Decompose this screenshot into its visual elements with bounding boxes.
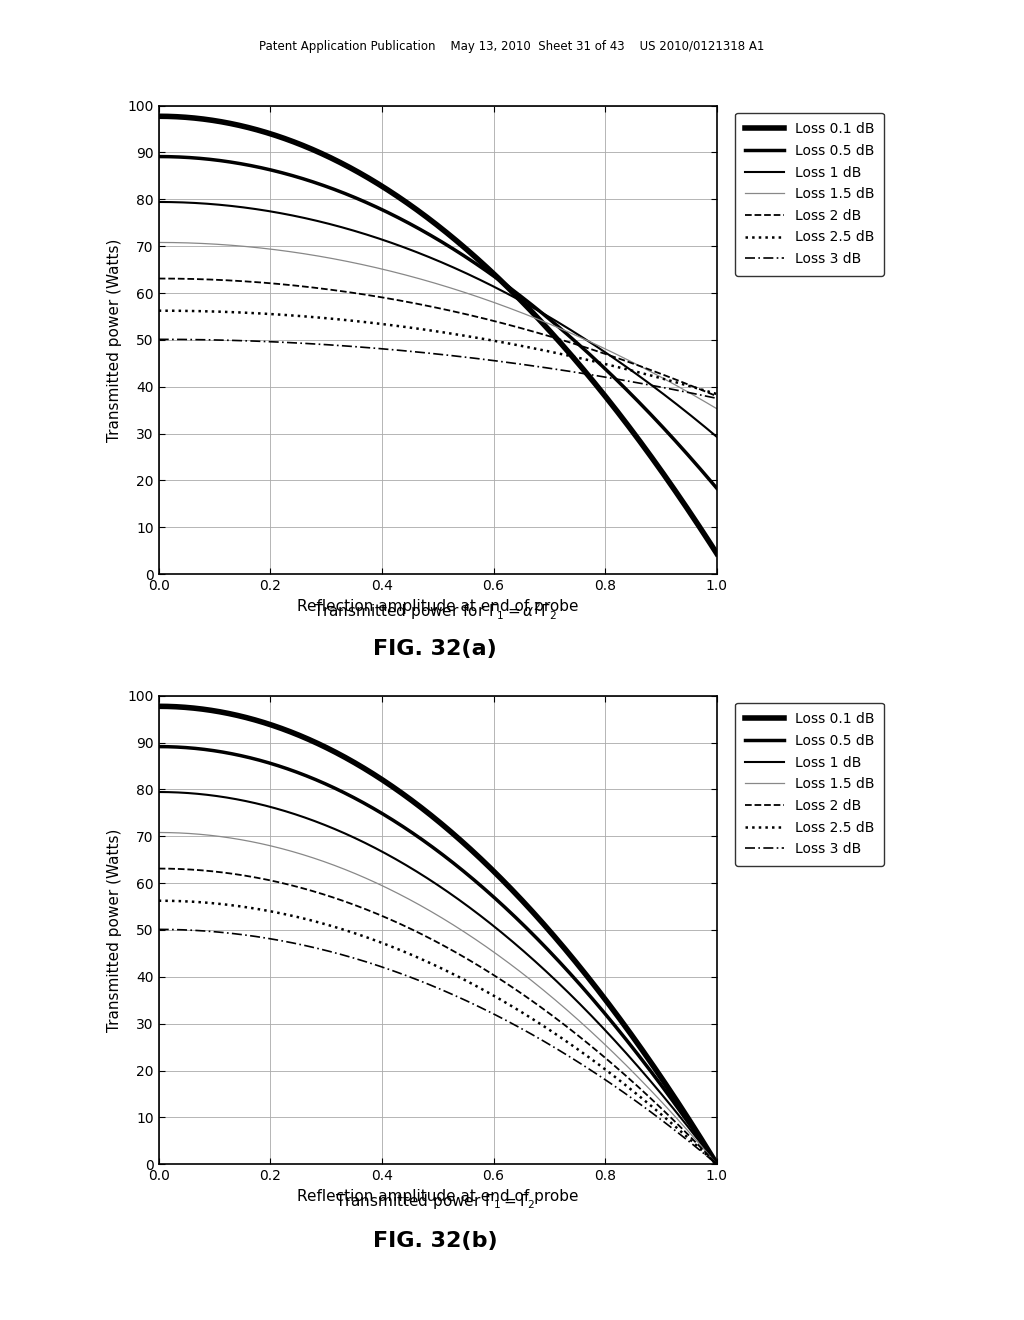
X-axis label: Reflection amplitude at end of probe: Reflection amplitude at end of probe bbox=[297, 598, 579, 614]
Y-axis label: Transmitted power (Watts): Transmitted power (Watts) bbox=[106, 238, 122, 442]
Text: Transmitted power $\Gamma_1 = \Gamma_2$: Transmitted power $\Gamma_1 = \Gamma_2$ bbox=[335, 1192, 536, 1210]
X-axis label: Reflection amplitude at end of probe: Reflection amplitude at end of probe bbox=[297, 1188, 579, 1204]
Text: FIG. 32(b): FIG. 32(b) bbox=[373, 1230, 498, 1251]
Y-axis label: Transmitted power (Watts): Transmitted power (Watts) bbox=[106, 828, 122, 1032]
Legend: Loss 0.1 dB, Loss 0.5 dB, Loss 1 dB, Loss 1.5 dB, Loss 2 dB, Loss 2.5 dB, Loss 3: Loss 0.1 dB, Loss 0.5 dB, Loss 1 dB, Los… bbox=[735, 112, 884, 276]
Legend: Loss 0.1 dB, Loss 0.5 dB, Loss 1 dB, Loss 1.5 dB, Loss 2 dB, Loss 2.5 dB, Loss 3: Loss 0.1 dB, Loss 0.5 dB, Loss 1 dB, Los… bbox=[735, 702, 884, 866]
Text: Transmitted power for $\Gamma_1 = \alpha^2\Gamma_2$: Transmitted power for $\Gamma_1 = \alpha… bbox=[313, 601, 557, 622]
Text: FIG. 32(a): FIG. 32(a) bbox=[374, 639, 497, 660]
Text: Patent Application Publication    May 13, 2010  Sheet 31 of 43    US 2010/012131: Patent Application Publication May 13, 2… bbox=[259, 40, 765, 53]
